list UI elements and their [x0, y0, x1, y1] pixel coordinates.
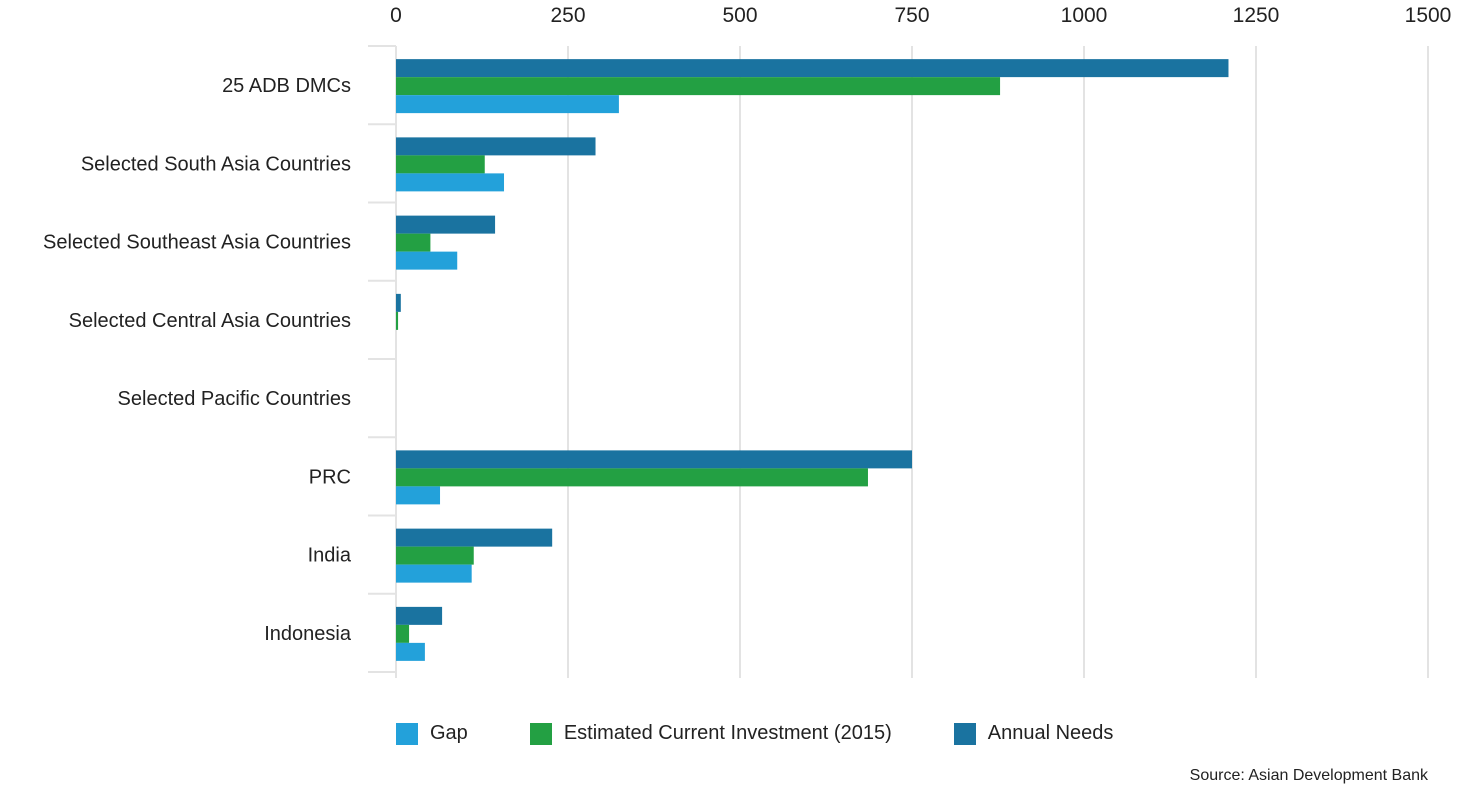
- x-tick-label: 1000: [1061, 4, 1108, 27]
- bar: [396, 137, 596, 156]
- x-tick-label: 1500: [1405, 4, 1452, 27]
- source-note: Source: Asian Development Bank: [1189, 767, 1428, 784]
- bar: [396, 468, 868, 487]
- category-label: Selected Central Asia Countries: [69, 310, 351, 332]
- legend-item-gap: Gap: [396, 722, 468, 745]
- bar: [396, 59, 1229, 78]
- bar: [396, 173, 505, 192]
- bar: [396, 528, 553, 547]
- legend-swatch-gap: [396, 722, 418, 745]
- category-label: 25 ADB DMCs: [222, 75, 351, 97]
- bar: [396, 233, 431, 252]
- legend-item-annual-needs: Annual Needs: [953, 722, 1114, 745]
- x-tick-label: 250: [550, 4, 585, 27]
- bar: [396, 293, 401, 312]
- bar: [396, 95, 619, 114]
- bar-chart: 0 250 500 750 1000 1250 1500 25 ADB DMCs Selecte…: [43, 4, 1452, 678]
- bar: [396, 486, 441, 505]
- x-tick-label: 500: [722, 4, 757, 27]
- bar: [396, 155, 485, 174]
- category-label: Selected Southeast Asia Countries: [43, 232, 351, 254]
- x-tick-label: 750: [894, 4, 929, 27]
- bar: [396, 215, 496, 234]
- category-label: Selected Pacific Countries: [118, 388, 351, 410]
- legend-swatch-annual-needs: [953, 722, 976, 745]
- bar: [396, 606, 443, 625]
- category-label: PRC: [309, 466, 351, 488]
- bar: [396, 251, 458, 270]
- bar: [396, 564, 472, 583]
- bar: [396, 450, 912, 469]
- legend-label-annual-needs: Annual Needs: [987, 722, 1114, 744]
- bar: [396, 77, 1001, 96]
- legend: Gap Estimated Current Investment (2015) …: [396, 722, 1175, 745]
- bar: [396, 311, 399, 330]
- bar: [396, 546, 474, 565]
- legend-label-investment: Estimated Current Investment (2015): [563, 722, 892, 744]
- category-label: India: [308, 545, 352, 567]
- bar: [396, 642, 425, 661]
- bar: [396, 624, 410, 643]
- legend-swatch-investment: [529, 722, 552, 745]
- category-label: Selected South Asia Countries: [81, 153, 351, 175]
- x-tick-label: 0: [390, 4, 402, 27]
- category-label: Indonesia: [264, 623, 352, 645]
- x-tick-label: 1250: [1233, 4, 1280, 27]
- legend-item-investment: Estimated Current Investment (2015): [529, 722, 892, 745]
- legend-label-gap: Gap: [430, 722, 468, 744]
